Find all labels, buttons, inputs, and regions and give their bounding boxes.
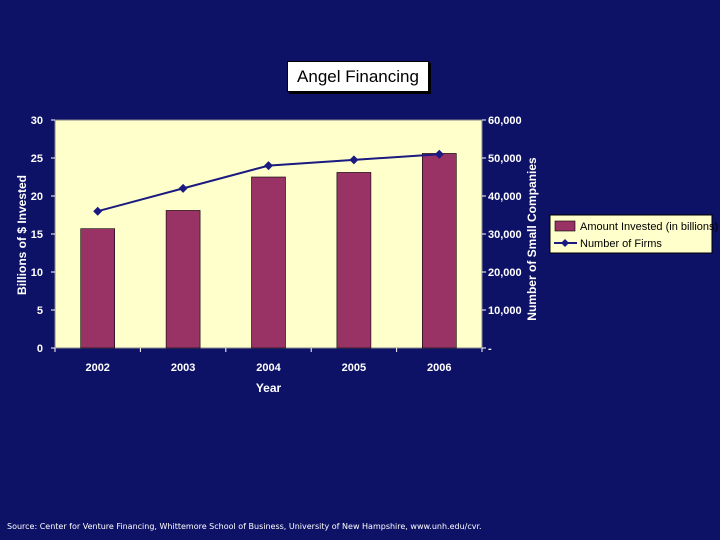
- right-tick-label: 10,000: [488, 305, 522, 317]
- x-tick-label: 2006: [427, 362, 451, 374]
- x-tick-label: 2004: [256, 362, 281, 374]
- firms-point-2006: [434, 149, 444, 159]
- legend-box: [549, 214, 713, 254]
- right-tick-label: 60,000: [488, 115, 522, 127]
- x-tick-label: 2002: [85, 362, 109, 374]
- firms-point-2002: [93, 206, 103, 216]
- left-tick-label: 15: [31, 229, 43, 241]
- x-tick-label: 2005: [342, 362, 366, 374]
- bar-2003: [165, 210, 201, 349]
- right-tick-label: -: [488, 343, 492, 355]
- left-tick-label: 10: [31, 267, 43, 279]
- left-tick-label: 5: [37, 305, 43, 317]
- chart-title: Angel Financing: [287, 61, 429, 92]
- bar-2006: [421, 153, 457, 349]
- right-tick-label: 30,000: [488, 229, 522, 241]
- left-tick-label: 20: [31, 191, 43, 203]
- bar-2004: [251, 176, 286, 349]
- x-axis-title: Year: [256, 381, 282, 395]
- bar-2002: [80, 228, 115, 349]
- source-note: Source: Center for Venture Financing, Wh…: [7, 522, 482, 531]
- bar-2005: [336, 172, 372, 349]
- y-axis-left-title: Billions of $ Invested: [15, 175, 29, 295]
- firms-point-2004: [264, 161, 273, 171]
- firms-point-2005: [349, 155, 359, 165]
- right-tick-label: 20,000: [488, 267, 522, 279]
- left-tick-label: 30: [31, 115, 43, 127]
- legend-label-bar: Amount Invested (in billions): [580, 221, 718, 233]
- firms-point-2003: [178, 183, 188, 193]
- legend-label-line: Number of Firms: [580, 238, 662, 250]
- left-tick-label: 0: [37, 343, 43, 355]
- legend-swatch-marker: [561, 239, 569, 247]
- legend-swatch-bar: [554, 220, 576, 232]
- right-tick-label: 50,000: [488, 153, 522, 165]
- right-tick-label: 40,000: [488, 191, 522, 203]
- left-tick-label: 25: [31, 153, 43, 165]
- y-axis-right-title: Number of Small Companies: [525, 157, 539, 321]
- x-tick-label: 2003: [171, 362, 195, 374]
